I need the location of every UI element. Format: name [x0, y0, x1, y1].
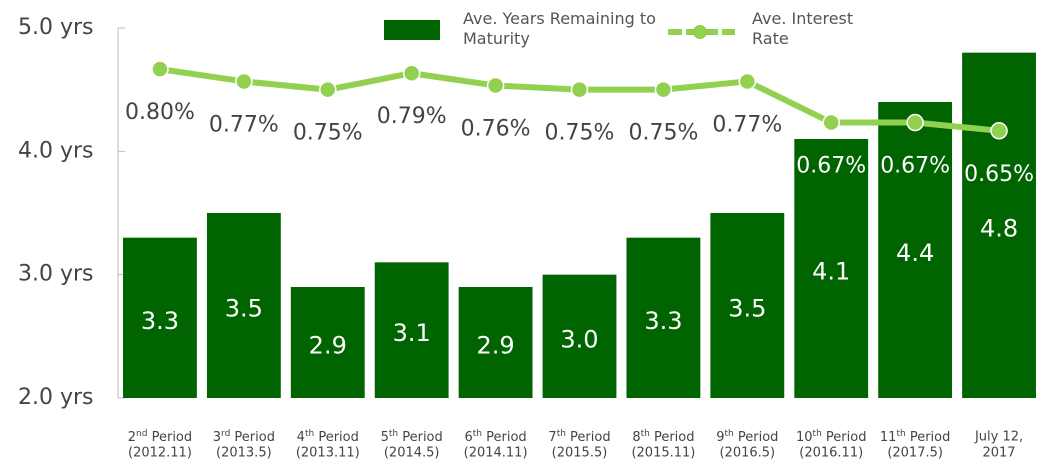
x-tick-label: (2016.5): [719, 446, 775, 459]
line-marker: [990, 122, 1008, 140]
bar-value-label: 3.3: [644, 307, 682, 335]
line-marker: [319, 80, 337, 99]
line-marker: [654, 80, 673, 99]
x-tick-label: 4th Period: [297, 429, 359, 445]
line-value-label: 0.75%: [628, 121, 698, 146]
line-value-label: 0.75%: [545, 121, 615, 146]
x-tick-label: (2015.5): [552, 446, 608, 459]
legend-label: Ave. Interest Rate: [752, 9, 854, 48]
line-marker: [235, 72, 253, 91]
line-marker: [151, 60, 169, 78]
bar-value-label: 3.3: [141, 307, 179, 335]
bar-value-label: 4.8: [980, 214, 1018, 242]
legend-marker: [693, 25, 707, 39]
bar-value-label: 3.5: [728, 295, 766, 323]
x-tick-label: 2nd Period: [128, 429, 192, 445]
legend-swatch-bar: [384, 20, 440, 40]
bar: [626, 237, 701, 398]
bar: [206, 213, 281, 398]
x-tick-label: (2014.11): [464, 446, 528, 459]
line-marker: [822, 113, 840, 132]
bar-value-label: 3.5: [225, 295, 263, 323]
line-value-label: 0.65%: [964, 162, 1034, 187]
x-tick-label: (2016.11): [799, 446, 863, 459]
bar-value-label: 3.1: [393, 319, 431, 347]
bar: [458, 287, 533, 398]
line-value-label: 0.77%: [712, 112, 782, 137]
line-value-label: 0.67%: [880, 154, 950, 179]
bar: [290, 287, 365, 398]
bar: [878, 102, 953, 398]
x-tick-label: (2013.11): [296, 446, 360, 459]
x-tick-label: 7th Period: [548, 429, 610, 445]
line-value-label: 0.77%: [209, 112, 279, 137]
x-tick-label: 5th Period: [381, 429, 443, 445]
x-tick-label: (2014.5): [384, 446, 440, 459]
bar-value-label: 2.9: [477, 332, 515, 360]
bar-value-label: 3.0: [560, 325, 598, 353]
line-value-label: 0.80%: [125, 100, 195, 125]
bar: [710, 213, 785, 398]
line-value-label: 0.79%: [377, 104, 447, 129]
line-value-label: 0.75%: [293, 121, 363, 146]
bar: [962, 52, 1036, 399]
x-tick-label: 8th Period: [632, 429, 694, 445]
bar-value-label: 2.9: [309, 332, 347, 360]
bar-value-label: 4.4: [896, 239, 934, 267]
bar: [374, 262, 449, 398]
line-marker: [570, 80, 589, 99]
line-value-label: 0.67%: [796, 154, 866, 179]
y-tick-label: 3.0 yrs: [18, 262, 94, 287]
x-tick-label: (2015.11): [631, 446, 695, 459]
x-tick-label: 2017: [982, 446, 1015, 459]
x-tick-label: 10th Period: [796, 429, 866, 445]
line-marker: [738, 72, 757, 91]
y-tick-label: 5.0 yrs: [18, 15, 94, 40]
bar-value-label: 4.1: [812, 258, 850, 286]
line-marker: [402, 64, 421, 82]
x-tick-label: (2017.5): [887, 446, 943, 459]
x-tick-label: 6th Period: [464, 429, 526, 445]
y-tick-label: 4.0 yrs: [18, 138, 94, 163]
line-value-label: 0.76%: [461, 117, 531, 142]
y-tick-label: 2.0 yrs: [18, 385, 94, 410]
x-tick-label: (2013.5): [216, 446, 272, 459]
legend-label: Ave. Years Remaining to Maturity: [463, 9, 656, 48]
x-tick-label: 3rd Period: [213, 429, 275, 445]
bar: [794, 139, 869, 398]
bar: [123, 237, 197, 398]
line-marker: [486, 76, 505, 95]
line-marker: [906, 113, 924, 132]
bar: [542, 274, 617, 398]
x-tick-label: 9th Period: [716, 429, 778, 445]
x-tick-label: July 12,: [974, 430, 1023, 445]
x-tick-label: 11th Period: [880, 429, 950, 445]
x-tick-label: (2012.11): [128, 446, 192, 459]
